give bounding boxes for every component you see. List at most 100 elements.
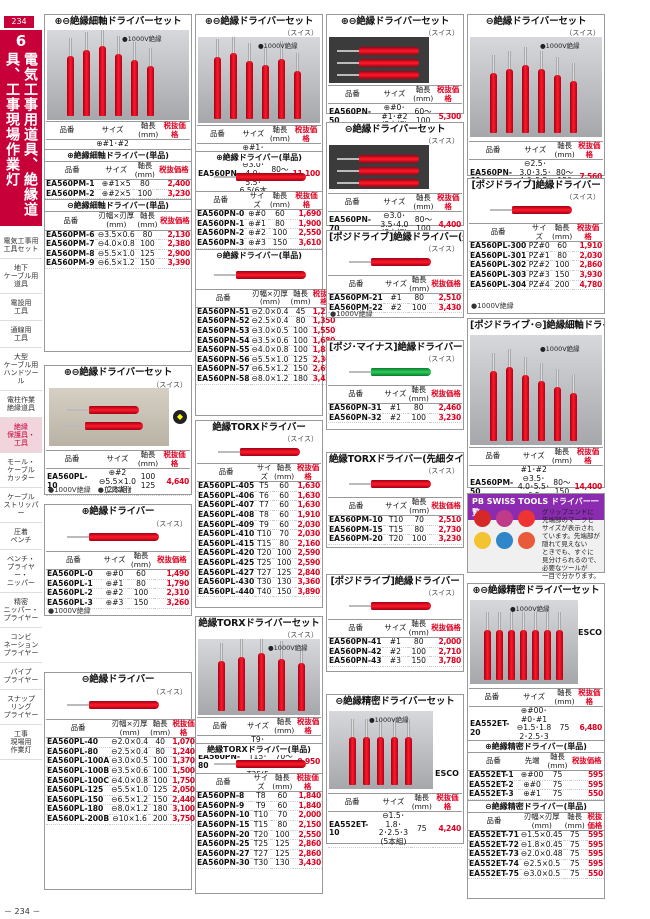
block-title: [ポジドライブ]絶縁ドライバー bbox=[468, 179, 604, 193]
shaft-length: 75 bbox=[545, 790, 570, 800]
category-link[interactable]: 通線用 工具 bbox=[0, 321, 42, 348]
block-title: [ポジドライブ]絶縁ドライバー(先細タイプ) bbox=[327, 231, 463, 245]
col-shaft-header: 軸長 (mm) bbox=[132, 160, 157, 181]
product-photo: ●1000V絶縁 bbox=[329, 711, 433, 789]
block-b14: ⊖絶縁ドライバー （スイス） 品番 刃幅×刃厚 (mm) 軸長 (mm) 税抜価格 EA… bbox=[44, 672, 196, 890]
category-link[interactable]: 電気工事用 工具セット bbox=[0, 232, 42, 259]
size-value: ⊕#3 bbox=[245, 238, 269, 249]
category-link[interactable]: 電柱作業 絶縁道具 bbox=[0, 391, 42, 418]
category-link[interactable]: ケーブル ストリッパー bbox=[0, 488, 42, 523]
col-size-header: サイズ bbox=[383, 618, 408, 639]
col-price-header: 税抜価格 bbox=[569, 751, 604, 772]
model-number: EA560PL-406 bbox=[197, 490, 256, 502]
insulation-note: ●1000V絶縁 bbox=[540, 345, 580, 353]
size-value: T30 bbox=[250, 859, 272, 869]
size-value: T9 bbox=[250, 801, 272, 812]
col-model-header: 品番 bbox=[197, 462, 256, 483]
shaft-length: 80 bbox=[128, 579, 154, 590]
shaft-length: 70 bbox=[408, 516, 431, 526]
category-link[interactable]: スナップ リング プライヤー bbox=[0, 690, 42, 725]
col-shaft-header: 軸長 (mm) bbox=[289, 288, 312, 308]
price: 3,260 bbox=[153, 598, 190, 609]
price: 2,310 bbox=[153, 589, 190, 599]
origin-label: （スイス） bbox=[424, 245, 459, 253]
shaft-length: 80 bbox=[136, 230, 159, 241]
col-price-header: 税抜価格 bbox=[159, 449, 190, 470]
product-row: EA560PL-408 T8 60 1,910 bbox=[197, 509, 321, 521]
shaft-length: 80 bbox=[407, 638, 430, 648]
price: 595 bbox=[585, 859, 604, 870]
product-row: EA560PL-3 ⊕#3 150 3,260 bbox=[46, 598, 190, 609]
model-number: EA560PL-3 bbox=[46, 598, 101, 609]
category-link[interactable]: 大型 ケーブル用 ハンドツール bbox=[0, 348, 42, 391]
category-link[interactable]: ベンチ・ プライヤー・ ニッパー bbox=[0, 550, 42, 593]
category-link[interactable]: 精密 ニッパー・ プライヤー bbox=[0, 593, 42, 628]
col-price-header: 税抜価格 bbox=[432, 792, 462, 813]
block-b6: [ポジドライブ]絶縁ドライバー （スイス） 品番 サイズ 軸長 (mm) 税抜価格 EA… bbox=[467, 178, 605, 314]
size-value: ⊖8.0×1.2 bbox=[110, 804, 150, 815]
product-row: EA560PM-6 ⊖3.5×0.6 80 2,130 bbox=[45, 230, 191, 241]
shaft-length: 75 bbox=[563, 869, 586, 880]
model-number: EA560PL-301 bbox=[469, 250, 528, 262]
block-title: ⊖絶縁ドライバーセット bbox=[327, 123, 463, 137]
product-table: 品番 サイズ 軸長 (mm) 税抜価格 EA560PL-0 ⊕#0 60 1,490 EA560… bbox=[46, 550, 190, 609]
price: 3,430 bbox=[430, 303, 462, 314]
category-link[interactable]: 地下 ケーブル用 道具 bbox=[0, 259, 42, 294]
col-shaft-header: 軸長 (mm) bbox=[550, 446, 573, 467]
price: 2,460 bbox=[429, 404, 462, 414]
col-shaft-header: 軸長 (mm) bbox=[408, 274, 431, 295]
product-table: 品番 サイズ 軸長 (mm) 税抜価格 EA560PN-41 #1 80 2,000 EA560… bbox=[328, 618, 462, 667]
category-link[interactable]: パイプ プライヤー bbox=[0, 663, 42, 690]
shaft-length: 60 bbox=[273, 491, 296, 502]
category-link[interactable]: 圧着 ペンチ bbox=[0, 523, 42, 550]
pozidriv-grip-icon bbox=[518, 510, 535, 527]
col-size-header: サイズ bbox=[514, 687, 554, 708]
size-value: T27 bbox=[255, 567, 274, 579]
price: 1,500 bbox=[171, 765, 196, 777]
subsection-title: 絶縁TORXドライバー(単品) bbox=[196, 743, 322, 755]
model-number: EA560PM-10 bbox=[328, 515, 384, 526]
shaft-length: 100 bbox=[149, 776, 172, 787]
shaft-length: 80 bbox=[408, 294, 431, 304]
size-value: ⊕#3 bbox=[100, 598, 129, 609]
price: 595 bbox=[585, 850, 604, 860]
product-row: EA560PN-51 ⊖2.0×0.4 45 1,220 bbox=[196, 307, 337, 318]
model-number: EA560PL-425 bbox=[197, 557, 256, 569]
product-row: EA560PN-20 T20 100 2,550 bbox=[196, 830, 322, 841]
col-shaft-header: 軸長 (mm) bbox=[268, 190, 292, 211]
col-price-header: 税抜価格 bbox=[158, 211, 191, 231]
block-title: ⊕⊖絶縁細軸ドライバーセット bbox=[45, 15, 191, 29]
model-number: EA560PN-55 bbox=[196, 345, 251, 356]
shaft-length: 60 bbox=[273, 482, 296, 492]
insulation-note: ●1000V絶縁 bbox=[369, 716, 409, 724]
category-link[interactable]: コンビ ネーション プライヤー bbox=[0, 628, 42, 663]
model-number: EA560PN-15 bbox=[196, 819, 251, 831]
col-model-header: 品番 bbox=[468, 811, 520, 832]
shaft-length: 100 bbox=[268, 229, 292, 239]
size-value: ⊕#0 bbox=[245, 210, 269, 220]
product-row: EA560PN-9 T9 60 1,840 bbox=[196, 801, 322, 812]
size-value: ⊖5.5×1.0 bbox=[96, 248, 137, 260]
category-link[interactable]: 電設用 工具 bbox=[0, 294, 42, 321]
col-size-header: サイズ bbox=[376, 192, 413, 213]
price: 3,890 bbox=[295, 587, 321, 598]
block-b15: 絶縁TORXドライバーセット （スイス） ●1000V絶縁 品番 サイズ 軸長 (m… bbox=[195, 616, 323, 894]
category-link[interactable]: モール・ ケーブル カッター bbox=[0, 453, 42, 488]
product-table: 品番 刃幅×刃厚 (mm) 軸長 (mm) 税抜価格 EA560PM-6 ⊖3.5×0.6… bbox=[45, 211, 191, 269]
col-model-header: 品番 bbox=[197, 124, 238, 145]
product-row: EA560PL-200B ⊖10×1.6 200 3,750 bbox=[46, 814, 196, 825]
product-row: EA560PL-150 ⊖6.5×1.2 150 2,440 bbox=[46, 795, 196, 806]
col-shaft-header: 軸長 (mm) bbox=[563, 811, 586, 832]
model-number: EA560PL-427 bbox=[197, 567, 256, 579]
col-size-header: サイズ bbox=[517, 140, 554, 161]
shaft-length: 75 bbox=[410, 811, 433, 848]
category-link[interactable]: 絶縁 保護具・ 工具 bbox=[0, 418, 42, 453]
price: 2,860 bbox=[573, 261, 603, 271]
model-number: EA560PL-408 bbox=[197, 509, 256, 521]
category-link[interactable]: 工事 現場用 作業灯 bbox=[0, 725, 42, 760]
shaft-length: 60 bbox=[273, 510, 296, 521]
size-value: ⊖5.5×1.0 bbox=[250, 354, 290, 366]
size-value: PZ#2 bbox=[527, 260, 552, 271]
product-photo: ●1000V絶縁 bbox=[198, 37, 320, 123]
col-size-header: サイズ bbox=[516, 446, 551, 467]
